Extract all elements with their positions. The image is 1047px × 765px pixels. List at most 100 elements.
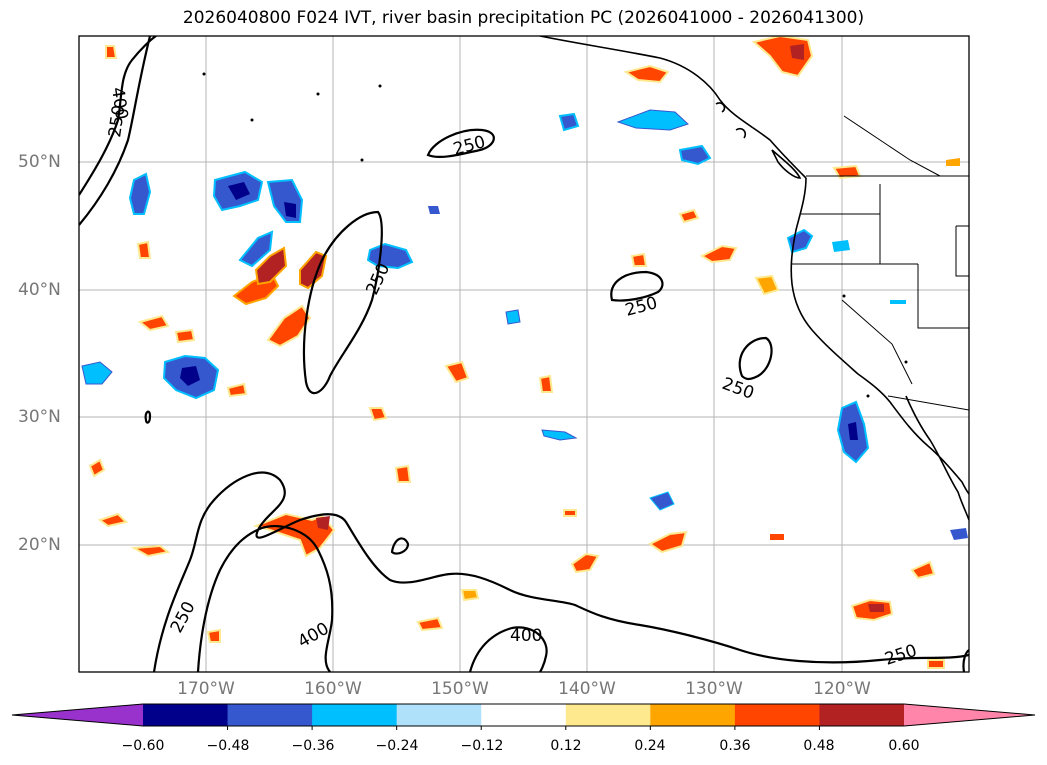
colorbar-tick-label: 0.60	[888, 738, 920, 754]
ivt-contour-line	[390, 537, 410, 555]
pc-blob-negative	[558, 112, 580, 132]
pc-blob-negative	[228, 182, 250, 200]
border-bc-interior	[843, 115, 941, 177]
coastline-pacific-nw	[790, 177, 969, 495]
pc-blob-negative	[180, 366, 200, 386]
colorbar-extend-min	[12, 704, 143, 726]
pc-blob-positive	[299, 250, 328, 290]
pc-blob-positive	[368, 407, 388, 422]
ivt-contour-line	[152, 471, 969, 672]
colorbar-tick-label: 0.12	[550, 738, 582, 754]
pc-blob-negative	[541, 429, 578, 441]
colorbar-tick-label: −0.12	[460, 738, 504, 754]
border-us-mexico	[887, 395, 969, 411]
ivt-contour-line	[426, 128, 495, 158]
lon-label-170w: 170°W	[177, 679, 235, 699]
pc-blob-positive	[416, 616, 444, 632]
pc-blob-negative	[616, 109, 689, 131]
pc-blob-positive	[460, 589, 480, 602]
pc-blob-positive	[105, 45, 118, 59]
colorbar-segment	[227, 704, 313, 726]
lon-label-160w: 160°W	[304, 679, 362, 699]
pc-blob-positive	[206, 628, 221, 643]
pc-blob-negative	[428, 206, 440, 214]
pc-blob-positive	[648, 530, 688, 554]
gridlines	[79, 36, 969, 672]
pc-blob-negative	[81, 361, 113, 385]
colorbar-segment	[650, 704, 736, 726]
colorbar-extend-max	[904, 704, 1035, 726]
lat-label-30n: 30°N	[18, 407, 61, 427]
pc-blob-positive	[316, 516, 330, 530]
pc-blob-positive	[174, 328, 196, 344]
chart-title: 2026040800 F024 IVT, river basin precipi…	[182, 8, 865, 28]
colorbar-segment	[565, 704, 651, 726]
pc-blob-negative	[266, 178, 304, 223]
ivt-contour-line	[302, 210, 383, 395]
pc-blob-negative	[950, 528, 968, 540]
pc-blob-positive	[130, 544, 171, 558]
pc-blob-negative	[284, 202, 296, 218]
pc-blob-positive	[570, 552, 600, 574]
colorbar-tick-label: 0.48	[803, 738, 835, 754]
colorbar-segment	[312, 704, 398, 726]
pc-blob-positive	[630, 252, 648, 267]
pc-blob-positive	[97, 512, 128, 528]
colorbar-segment	[481, 704, 567, 726]
pc-blob-negative	[786, 228, 814, 254]
border-idaho-montana	[955, 225, 969, 277]
pc-blob-positive	[678, 208, 700, 224]
coastline-islands	[715, 102, 747, 139]
contour-label: 250	[882, 641, 919, 670]
ivt-contour-line	[79, 36, 157, 196]
colorbar-tick-label: 0.24	[634, 738, 666, 754]
colorbar-segment	[734, 704, 820, 726]
pc-blob-positive	[868, 604, 884, 612]
island-dot	[378, 84, 382, 88]
pc-blob-positive	[790, 44, 804, 60]
island-dot	[904, 360, 908, 364]
pc-blob-positive	[770, 534, 784, 540]
negative-pc-regions	[81, 109, 968, 540]
pc-blob-positive	[699, 244, 738, 264]
colorbar-outline	[11, 703, 1036, 727]
island-dot	[360, 158, 364, 162]
pc-blob-negative	[128, 172, 152, 215]
pc-blob-positive	[538, 374, 554, 393]
lon-label-120w: 120°W	[813, 679, 871, 699]
coastlines	[539, 36, 969, 521]
pc-blob-positive	[266, 304, 312, 348]
ivt-contour-line	[738, 336, 773, 381]
colorbar-tick-label: −0.36	[291, 738, 335, 754]
pc-blob-negative	[890, 300, 906, 304]
islands	[202, 72, 908, 398]
pc-blob-negative	[505, 309, 521, 325]
island-dot	[316, 92, 320, 96]
lat-label-20n: 20°N	[18, 535, 61, 555]
ivt-contour-line	[144, 410, 152, 424]
contour-label: 400	[510, 626, 542, 646]
pc-blob-positive	[910, 560, 936, 580]
ivt-contours	[79, 36, 969, 672]
pc-blob-positive	[226, 382, 248, 398]
coastline-alaska-bc	[539, 36, 807, 179]
borders	[792, 115, 969, 411]
pc-blob-positive	[623, 64, 670, 84]
pc-blob-positive	[88, 458, 106, 478]
ivt-contour-line	[79, 36, 152, 226]
lon-label-140w: 140°W	[558, 679, 616, 699]
border-california-nevada	[841, 299, 913, 385]
coastline-baja	[905, 395, 969, 521]
island-dot	[202, 72, 206, 76]
colorbar-tick-label: 0.36	[719, 738, 751, 754]
colorbar-tick-label: −0.60	[121, 738, 165, 754]
contour-label: 250	[623, 293, 660, 321]
pc-blob-positive	[254, 246, 288, 286]
pc-blob-positive	[754, 274, 780, 296]
colorbar-segment	[143, 704, 229, 726]
colorbar-segment	[819, 704, 905, 726]
pc-blob-negative	[678, 144, 712, 166]
colorbar-tick-label: −0.48	[206, 738, 250, 754]
pc-blob-positive	[444, 360, 470, 384]
